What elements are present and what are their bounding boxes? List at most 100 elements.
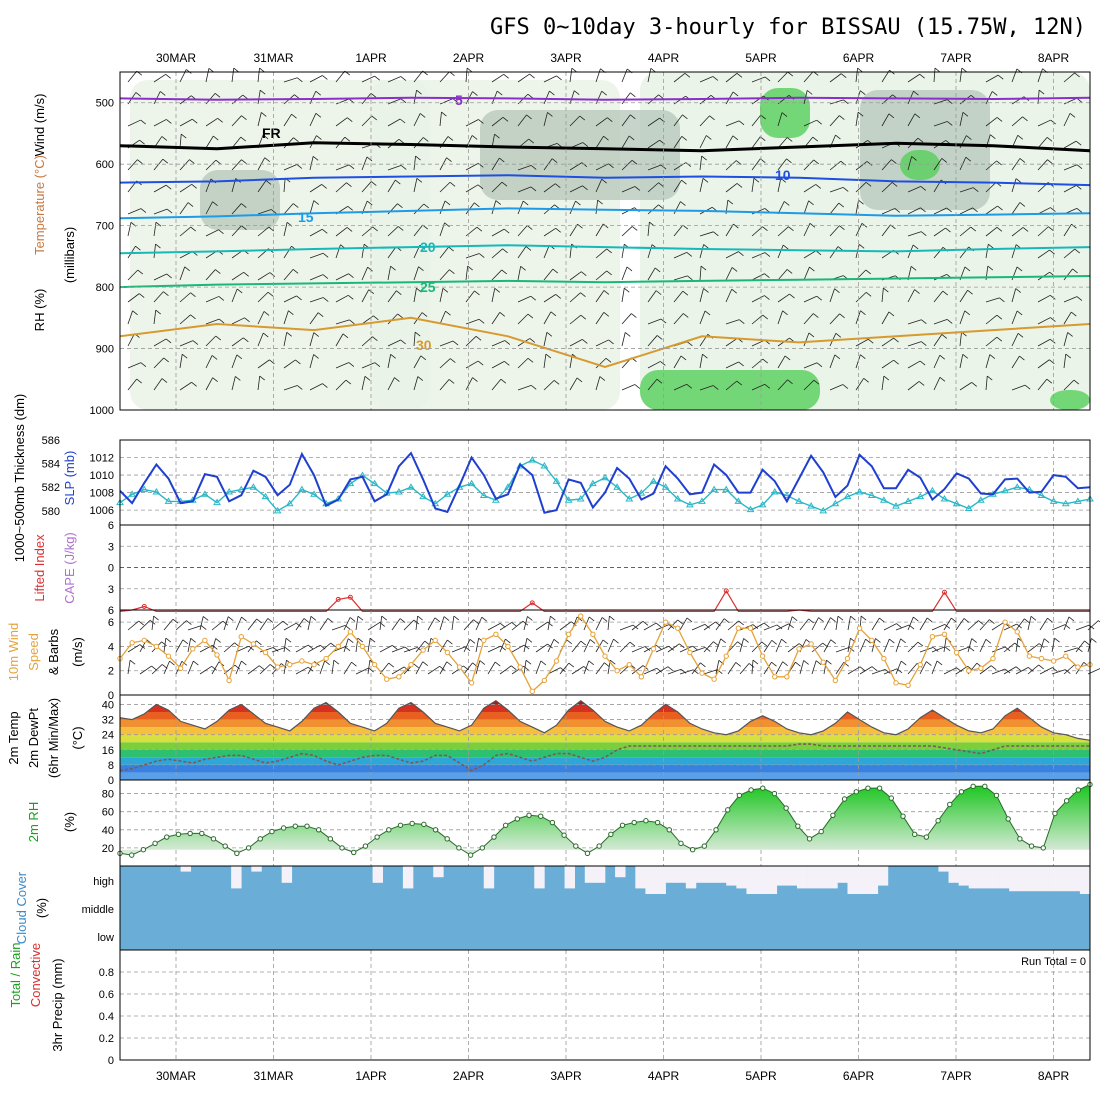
wind-barb-flag	[944, 646, 951, 652]
wind-barb-flag	[545, 353, 552, 359]
wind-barb	[621, 384, 636, 391]
thickness-marker	[601, 473, 609, 481]
cloud-gap-bar	[837, 866, 848, 883]
wind-barb-flag	[808, 200, 814, 206]
wind-barb-flag	[153, 615, 159, 621]
wind-barb	[907, 360, 921, 369]
date-label-bottom: 4APR	[648, 1069, 680, 1083]
cloud-unit-label: (%)	[34, 898, 49, 918]
wind-barb	[413, 137, 424, 149]
wind-barb	[673, 179, 682, 193]
wind-barb-flag	[236, 354, 243, 360]
wind-barb	[895, 638, 902, 653]
wind-speed-marker	[687, 649, 693, 656]
wind-barb-flag	[686, 617, 693, 623]
wind-barb	[179, 381, 192, 391]
wind-barb-flag	[395, 179, 401, 185]
wind-barb	[153, 184, 167, 193]
wind-barb	[231, 115, 242, 127]
cloud-gap-bar	[695, 866, 707, 883]
temp-tick-label: 24	[102, 730, 114, 742]
wind-barb-flag	[658, 94, 664, 100]
wind-barb	[361, 181, 372, 193]
wind-barb	[387, 339, 401, 347]
wind-barb	[387, 313, 398, 325]
wind-barb-flag	[603, 312, 610, 317]
wind-barb	[985, 74, 999, 83]
wind-barb	[985, 297, 1000, 303]
wind-barb-flag	[913, 616, 919, 622]
rh-marker	[806, 836, 813, 842]
wind-speed-marker	[966, 668, 972, 674]
wind-barb	[439, 181, 451, 193]
wind-barb	[751, 178, 755, 193]
wind-barb-flag	[345, 379, 352, 385]
thickness-marker	[407, 483, 415, 490]
wind-barb	[361, 156, 368, 171]
wind-barb	[343, 638, 349, 653]
wind-barb-flag	[971, 382, 978, 387]
wind-barb	[543, 183, 556, 193]
wind-barb-flag	[399, 118, 406, 124]
temperature-contour-line	[119, 96, 1091, 101]
wind-barb	[933, 247, 944, 259]
wind-barb-flag	[212, 201, 218, 206]
wind-barb	[725, 72, 738, 83]
slp-tick-label: 1008	[90, 488, 114, 500]
wind-barb	[643, 622, 657, 631]
wind-barb	[1011, 202, 1021, 215]
wind-barb	[523, 616, 528, 631]
wind-barb	[583, 616, 590, 631]
wind-barb	[1011, 244, 1017, 259]
run-total-label: Run Total = 0	[1021, 956, 1086, 968]
wind-barb	[895, 624, 910, 631]
wind-barb-flag	[971, 638, 977, 643]
thickness-marker	[867, 491, 876, 498]
wind-barb-flag	[139, 139, 145, 145]
rh-marker	[760, 785, 766, 791]
rh-marker	[199, 830, 205, 837]
wind-barb	[673, 136, 683, 149]
wind-barb	[777, 71, 789, 83]
thickness-marker	[916, 492, 925, 500]
wind-barb-flag	[477, 184, 484, 190]
wind-barb-flag	[504, 340, 511, 345]
wind-barb	[823, 617, 831, 631]
rh-tick-label: 20	[102, 843, 114, 855]
temp-band	[120, 712, 1090, 720]
wind-barb	[1011, 116, 1023, 127]
wind-barb-flag	[860, 310, 866, 316]
slp-tick-label: 1012	[90, 453, 114, 465]
cloud-gap-bar	[786, 866, 798, 886]
wind-barb	[881, 182, 893, 193]
cloud-gap-bar	[867, 866, 879, 894]
wind-barb	[1015, 618, 1025, 631]
wind-barb	[775, 623, 789, 631]
wind-barb	[1011, 68, 1018, 83]
wind-barb	[751, 158, 761, 171]
rh-marker	[479, 845, 485, 851]
wind-barb	[309, 252, 324, 259]
wind-barb-flag	[736, 72, 743, 78]
wind-barb	[283, 638, 287, 653]
wind-speed-marker	[274, 664, 281, 670]
wind-barb-flag	[529, 338, 536, 343]
wind-barb-flag	[222, 620, 229, 626]
wind-barb	[153, 273, 167, 281]
thickness-marker	[710, 485, 719, 493]
wind-barb	[475, 660, 481, 675]
wind-barb-flag	[1050, 338, 1056, 344]
wind-barb	[751, 252, 766, 259]
wind-barb-flag	[858, 244, 865, 249]
wind-barb-flag	[1071, 223, 1077, 229]
wind-barb-flag	[704, 647, 711, 652]
wind-barb	[699, 156, 703, 171]
cloud-gap-bar	[1019, 866, 1030, 892]
wind-barb-flag	[580, 292, 586, 298]
rh-marker	[619, 822, 626, 828]
wind-barb	[511, 644, 525, 653]
wind-barb	[803, 200, 809, 215]
wind-barb-flag	[786, 137, 793, 142]
wind-barb	[517, 114, 527, 127]
wind-barb-flag	[268, 226, 275, 232]
